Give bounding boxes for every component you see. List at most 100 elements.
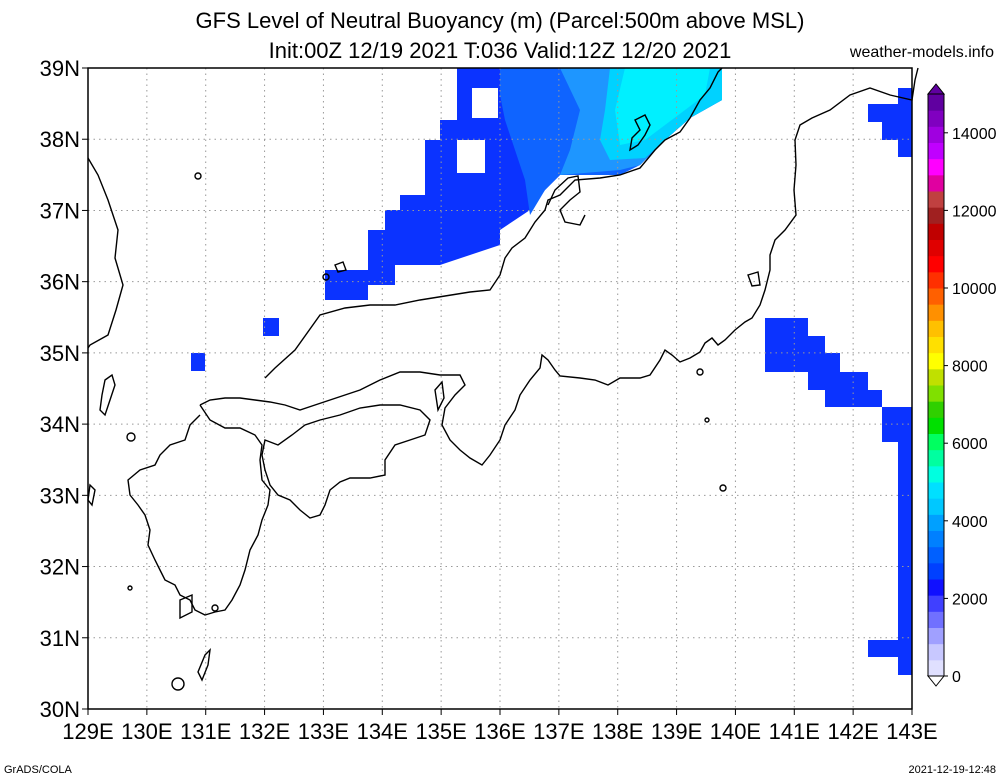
colorbar-label: 14000 — [952, 126, 997, 143]
coast-honshu-north — [264, 67, 723, 379]
coast-korea — [87, 157, 124, 349]
buoyancy-shading — [191, 68, 912, 675]
lon-tick-label: 133E — [298, 719, 349, 744]
colorbar-segment — [928, 627, 944, 645]
colorbar-segment — [928, 514, 944, 531]
shading-cell-b — [191, 353, 205, 371]
shading-cell-a — [263, 318, 279, 336]
colorbar-segment — [928, 271, 944, 289]
colorbar-segment — [928, 239, 944, 257]
lat-tick-label: 33N — [40, 483, 80, 508]
gridlines — [88, 68, 912, 709]
shading-northeast — [868, 88, 912, 157]
lon-tick-label: 142E — [827, 719, 878, 744]
colorbar-segment — [928, 401, 944, 418]
colorbar-segment — [928, 482, 944, 499]
colorbar-segment — [928, 336, 944, 354]
coast-awaji — [434, 380, 445, 413]
colorbar-segment — [928, 546, 944, 564]
coast-goto — [87, 483, 96, 507]
lat-tick-label: 34N — [40, 412, 80, 437]
lon-tick-label: 137E — [533, 719, 584, 744]
colorbar-label: 6000 — [952, 436, 988, 453]
colorbar-label: 12000 — [952, 203, 997, 220]
colorbar-segment — [928, 191, 944, 208]
colorbar-segment — [928, 530, 944, 548]
shading-hole-1 — [472, 88, 498, 118]
lon-tick-label: 140E — [710, 719, 761, 744]
lat-tick-label: 32N — [40, 555, 80, 580]
coast-oki — [334, 261, 347, 273]
lon-tick-label: 134E — [357, 719, 408, 744]
colorbar-frame — [927, 93, 945, 677]
chart-title: GFS Level of Neutral Buoyancy (m) (Parce… — [195, 8, 805, 33]
coast-isle-4 — [696, 368, 704, 376]
colorbar-segment — [928, 659, 944, 677]
lat-tick-labels: 30N 31N 32N 33N 34N 35N 36N 37N 38N 39N — [40, 56, 80, 722]
colorbar-segment — [928, 207, 944, 224]
colorbar-segment — [928, 417, 944, 434]
colorbar-max-arrow — [926, 83, 946, 95]
colorbar-segment — [928, 368, 944, 386]
lat-tick-label: 38N — [40, 127, 80, 152]
coast-isle-6 — [719, 484, 727, 492]
colorbar-segment — [928, 110, 944, 127]
coast-tanegashima — [197, 648, 211, 682]
colorbar-segment — [928, 94, 944, 111]
colorbar-label: 0 — [952, 669, 961, 686]
shading-hole-2 — [457, 140, 485, 173]
colorbar-min-arrow — [926, 675, 946, 687]
lon-tick-label: 139E — [651, 719, 702, 744]
colorbar-segment — [928, 562, 944, 580]
axis-ticks — [82, 67, 913, 715]
colorbar-segment — [928, 126, 944, 143]
chart-subtitle: Init:00Z 12/19 2021 T:036 Valid:12Z 12/2… — [268, 38, 732, 63]
coast-tohoku — [199, 67, 919, 466]
colorbar-segment — [928, 320, 944, 337]
lon-tick-label: 135E — [415, 719, 466, 744]
colorbar-segment — [928, 385, 944, 402]
coast-isle-1 — [194, 172, 202, 180]
colorbar-segment — [928, 288, 944, 305]
colorbar-segment — [928, 579, 944, 596]
lon-tick-label: 129E — [62, 719, 113, 744]
coast-isle-8 — [127, 585, 133, 591]
lat-tick-label: 35N — [40, 341, 80, 366]
coast-kyushu — [127, 404, 271, 616]
lon-tick-label: 143E — [886, 719, 937, 744]
coastline — [87, 67, 919, 691]
site-label: weather-models.info — [849, 44, 994, 61]
shading-east-band — [765, 318, 912, 675]
shading-north-aqua — [615, 68, 710, 145]
footer-timestamp: 2021-12-19-12:48 — [908, 764, 996, 776]
colorbar-label: 2000 — [952, 591, 988, 608]
colorbar-segment — [928, 352, 944, 370]
coast-isle-3 — [126, 432, 136, 442]
lat-tick-label: 30N — [40, 697, 80, 722]
lon-tick-label: 138E — [592, 719, 643, 744]
colorbar-segment — [928, 498, 944, 515]
coast-tsushima — [99, 373, 116, 417]
coast-boso — [747, 271, 761, 287]
lon-tick-label: 130E — [121, 719, 172, 744]
colorbar-label: 10000 — [952, 281, 997, 298]
coast-yakushima — [179, 593, 193, 620]
coast-isle-9 — [211, 604, 219, 612]
colorbar-segment — [928, 304, 944, 321]
lon-tick-labels: 129E 130E 131E 132E 133E 134E 135E 136E 137E 138E… — [62, 719, 937, 744]
colorbar-segment — [928, 449, 944, 467]
colorbar-segment — [928, 158, 944, 176]
lat-tick-label: 39N — [40, 56, 80, 81]
lon-tick-label: 132E — [239, 719, 290, 744]
colorbar-segment — [928, 433, 944, 451]
lat-tick-label: 37N — [40, 198, 80, 223]
coast-shikoku — [261, 404, 431, 519]
coast-isle-5 — [704, 417, 710, 423]
colorbar-segment — [928, 223, 944, 240]
colorbar-segment — [928, 595, 944, 612]
coast-isle-2 — [322, 273, 330, 281]
lon-tick-label: 136E — [474, 719, 525, 744]
lat-tick-label: 36N — [40, 270, 80, 295]
colorbar-label: 4000 — [952, 514, 988, 531]
